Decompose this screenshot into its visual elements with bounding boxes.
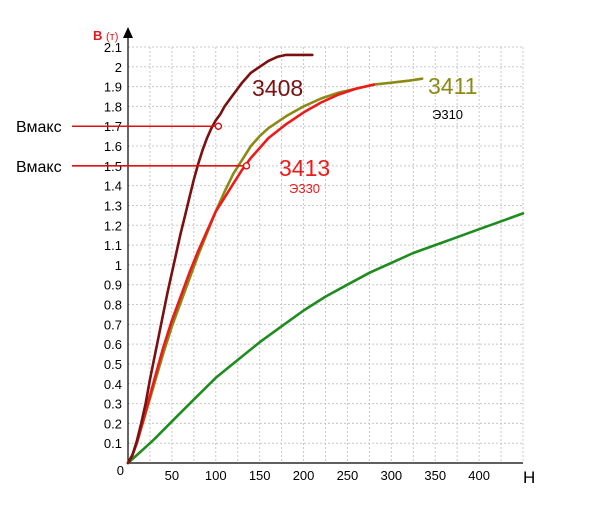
y-axis-title: B (т) — [93, 28, 118, 43]
x-tick-label: 300 — [380, 468, 402, 483]
x-tick-label: 150 — [249, 468, 271, 483]
y-tick-label: 1.8 — [104, 99, 122, 114]
y-tick-label: 0.7 — [104, 317, 122, 332]
annotations: Вмакс Вмакс — [16, 119, 251, 176]
x-tick-label: 50 — [165, 468, 179, 483]
y-tick-label: 1.1 — [104, 238, 122, 253]
y-tick-label: 0.1 — [104, 436, 122, 451]
series-sublabel-3411: Э310 — [432, 107, 463, 122]
series-line-unlabeled — [126, 212, 525, 465]
axis-titles: B (т) H — [93, 28, 535, 487]
series-line-3408 — [126, 53, 314, 465]
x-tick-label: 200 — [293, 468, 315, 483]
bmax-annotation-marker — [242, 162, 251, 170]
y-axis-unit: (т) — [106, 31, 118, 43]
y-tick-label: 1.9 — [104, 80, 122, 95]
axes — [123, 27, 523, 464]
y-tick-label: 1.4 — [104, 179, 122, 194]
y-tick-label: 0.8 — [104, 298, 122, 313]
x-tick-label: 350 — [424, 468, 446, 483]
x-tick-label: 400 — [468, 468, 490, 483]
bmax-annotation-marker — [214, 122, 223, 130]
bmax-annotation-label: Вмакс — [16, 159, 62, 176]
y-tick-label: 1.6 — [104, 139, 122, 154]
y-tick-label: 0.2 — [104, 416, 122, 431]
series-label-3413: 3413 — [279, 155, 330, 181]
y-tick-label: 1 — [115, 258, 122, 273]
grid — [128, 46, 524, 463]
y-tick-label: 1.2 — [104, 218, 122, 233]
bmax-annotation-label: Вмакс — [16, 119, 62, 136]
y-tick-label: 0.5 — [104, 357, 122, 372]
x-tick-label: 250 — [337, 468, 359, 483]
y-axis-label: B — [93, 28, 102, 43]
y-tick-label: 0.3 — [104, 397, 122, 412]
tick-labels: 0.1 0.2 0.3 0.4 0.5 0.6 0.7 0.8 0.9 1 1.1 1.2 1.3 1.4… — [104, 40, 490, 483]
series-lines — [126, 53, 525, 465]
series-line-3413 — [126, 83, 376, 465]
y-tick-label: 2.1 — [104, 40, 122, 55]
x-axis-title: H — [523, 468, 535, 487]
series-label-3411: 3411 — [428, 73, 477, 99]
y-tick-label: 1.3 — [104, 198, 122, 213]
x-tick-label: 100 — [205, 468, 227, 483]
series-sublabel-3413: Э330 — [289, 181, 320, 196]
y-tick-label: 0.6 — [104, 337, 122, 352]
x-tick-label: 0 — [117, 463, 124, 478]
series-label-3408: 3408 — [252, 75, 303, 101]
y-axis-arrow — [123, 27, 133, 38]
y-tick-label: 2 — [115, 60, 122, 75]
y-tick-label: 0.9 — [104, 278, 122, 293]
y-tick-label: 0.4 — [104, 377, 122, 392]
